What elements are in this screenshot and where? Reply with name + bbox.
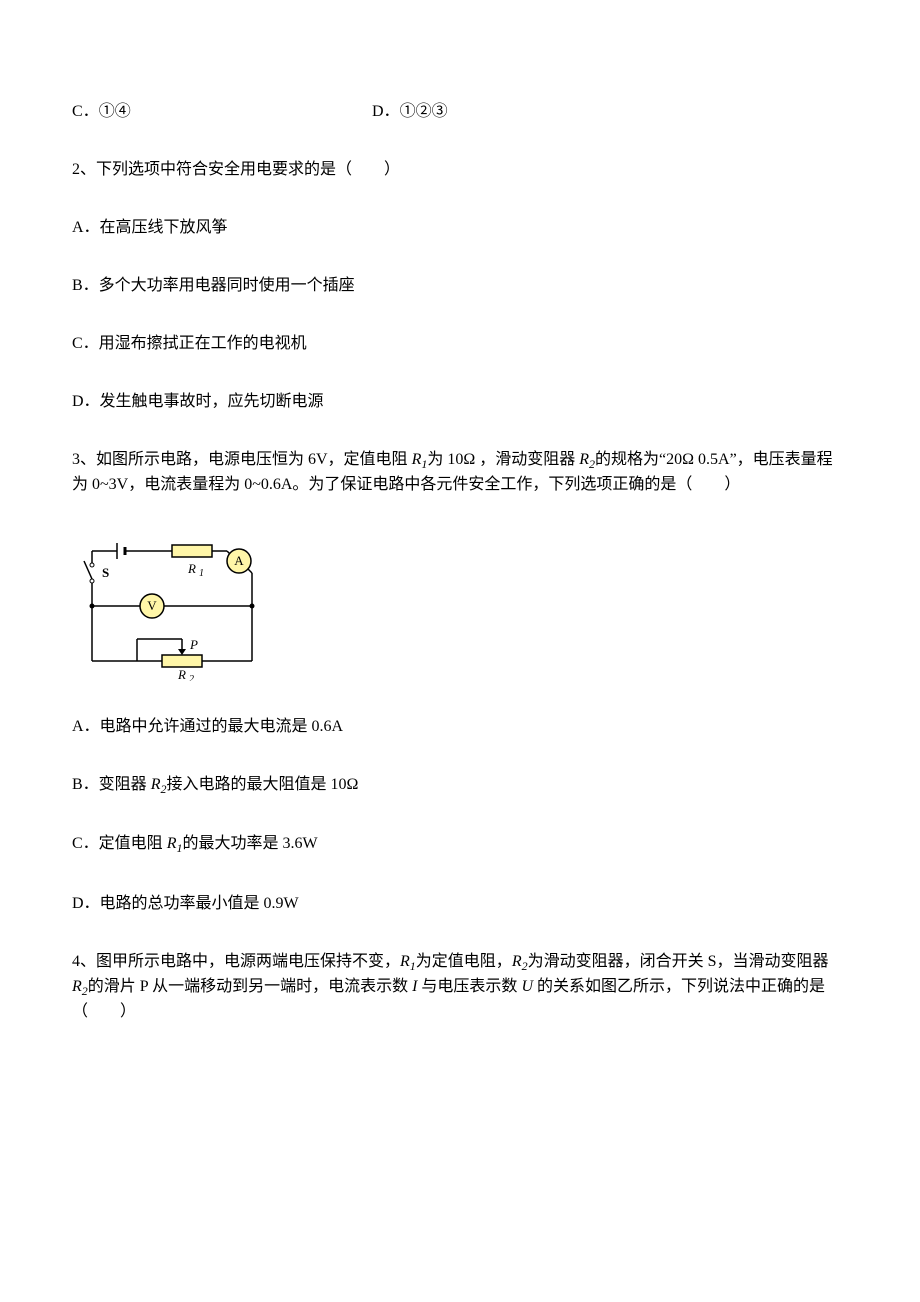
q1-option-c-label: C． [72,103,99,120]
q1-option-d-text: ①②③ [400,103,448,120]
q4-stem-r2: R [512,953,522,970]
svg-text:V: V [147,598,157,613]
q4-stem-r2b: R [72,978,82,995]
svg-text:R: R [177,667,186,681]
q4-stem-part4: 的滑片 P 从一端移动到另一端时，电流表示数 [88,978,412,995]
q2-option-c: C．用湿布擦拭正在工作的电视机 [72,332,848,356]
q2-option-d: D．发生触电事故时，应先切断电源 [72,390,848,414]
q1-option-d: D．①②③ [372,100,848,124]
q3-stem: 3、如图所示电路，电源电压恒为 6V，定值电阻 R1为 10Ω ，滑动变阻器 R… [72,448,848,497]
q2-option-a: A．在高压线下放风筝 [72,216,848,240]
q4-stem-part1: 4、图甲所示电路中，电源两端电压保持不变， [72,953,400,970]
q3-stem-part2: 为 10Ω ，滑动变阻器 [427,451,579,468]
q3-stem-part1: 3、如图所示电路，电源电压恒为 6V，定值电阻 [72,451,412,468]
q1-option-c-text: ①④ [99,103,131,120]
q3-option-d: D．电路的总功率最小值是 0.9W [72,892,848,916]
q3-circuit-diagram: R1ASVR2P [72,531,848,681]
circuit-svg: R1ASVR2P [72,531,262,681]
q1-options-cd: C．①④ D．①②③ [72,100,848,124]
q4-stem-r1: R [400,953,410,970]
q3-option-c-part2: 的最大功率是 3.6W [182,835,317,852]
q2-stem: 2、下列选项中符合安全用电要求的是（ ） [72,158,848,182]
q4-stem-u: U [521,978,533,995]
q3-option-c-part1: C．定值电阻 [72,835,167,852]
q3-option-c-r: R [167,835,177,852]
svg-text:A: A [234,553,244,568]
svg-text:S: S [102,565,109,580]
q3-option-b-part1: B．变阻器 [72,776,151,793]
q4-stem-part5: 与电压表示数 [417,978,521,995]
q1-option-c: C．①④ [72,100,372,124]
q3-option-a: A．电路中允许通过的最大电流是 0.6A [72,715,848,739]
q3-option-c: C．定值电阻 R1的最大功率是 3.6W [72,832,848,857]
q3-option-b: B．变阻器 R2接入电路的最大阻值是 10Ω [72,773,848,798]
q4-stem-part3: 为滑动变阻器，闭合开关 S，当滑动变阻器 [528,953,829,970]
q2-option-b: B．多个大功率用电器同时使用一个插座 [72,274,848,298]
q4-stem-part2: 为定值电阻， [416,953,512,970]
svg-text:R: R [187,561,196,576]
svg-text:P: P [189,637,198,652]
q3-stem-r2: R [579,451,589,468]
q3-stem-r1: R [412,451,422,468]
q3-option-b-r: R [151,776,161,793]
svg-text:1: 1 [199,568,204,579]
q1-option-d-label: D． [372,103,400,120]
q4-stem: 4、图甲所示电路中，电源两端电压保持不变，R1为定值电阻，R2为滑动变阻器，闭合… [72,950,848,1024]
svg-text:2: 2 [189,674,194,681]
q3-option-b-part2: 接入电路的最大阻值是 10Ω [166,776,358,793]
